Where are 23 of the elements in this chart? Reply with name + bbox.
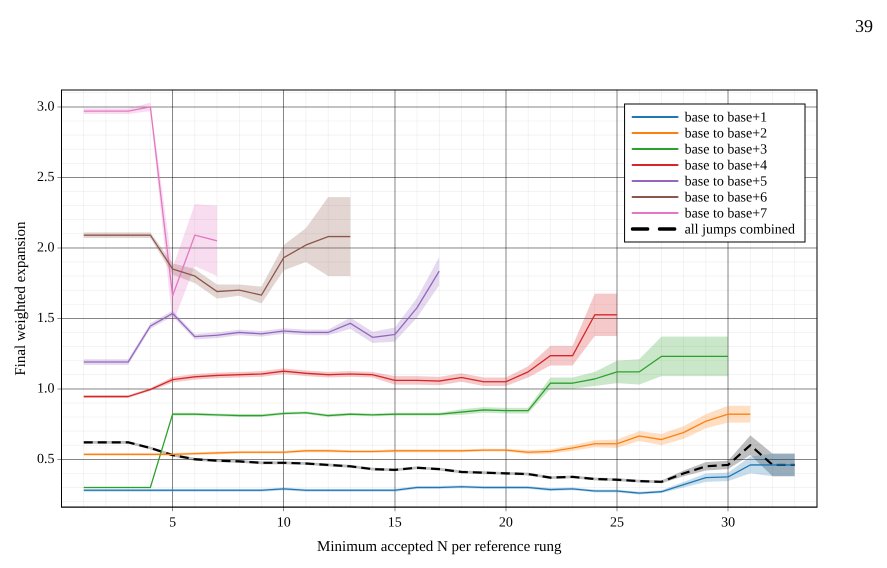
legend-label: base to base+6: [684, 190, 768, 206]
y-tick-label: 0.5: [37, 452, 54, 467]
y-tick-label: 1.5: [37, 311, 54, 326]
x-tick-label: 10: [276, 515, 291, 530]
x-axis-title: Minimum accepted N per reference rung: [317, 538, 562, 555]
legend-label: all jumps combined: [684, 222, 796, 238]
legend-label: base to base+2: [684, 126, 768, 142]
legend-label: base to base+1: [684, 110, 768, 126]
x-tick-label: 20: [498, 515, 513, 530]
legend-label: base to base+4: [684, 158, 768, 174]
legend-label: base to base+7: [684, 206, 768, 222]
x-tick-label: 15: [388, 515, 402, 530]
y-tick-label: 2.0: [37, 240, 54, 256]
x-tick-label: 5: [169, 515, 176, 530]
y-axis-title: Final weighted expansion: [12, 221, 29, 376]
x-tick-label: 30: [721, 515, 736, 530]
text: 39: [855, 16, 873, 37]
x-tick-label: 25: [610, 515, 624, 530]
y-tick-label: 3.0: [37, 100, 54, 115]
legend-label: base to base+3: [684, 142, 768, 158]
y-tick-label: 1.0: [37, 381, 54, 396]
legend-label: base to base+5: [684, 174, 768, 190]
y-tick-label: 2.5: [37, 170, 54, 186]
